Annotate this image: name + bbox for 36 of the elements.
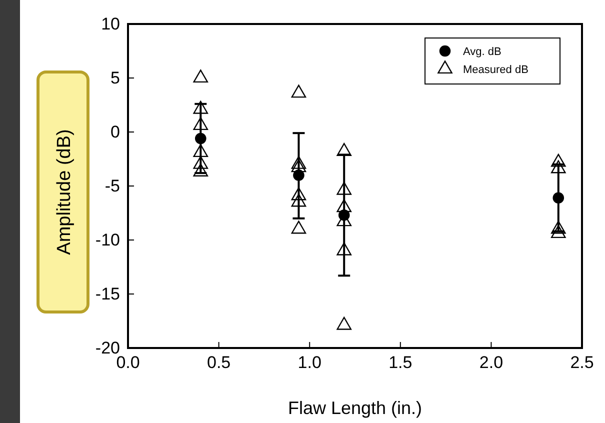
point — [291, 194, 306, 207]
point — [193, 156, 208, 169]
point — [291, 187, 306, 200]
point — [336, 142, 352, 156]
x-tick-label: 1.5 — [388, 353, 412, 372]
point — [193, 117, 208, 130]
point — [550, 225, 566, 238]
y-tick-label: 0 — [110, 122, 120, 142]
legend-label: Avg. dB — [463, 46, 502, 58]
x-axis-title: Flaw Length (in.) — [288, 398, 422, 418]
x-tick-label: 2.5 — [570, 353, 594, 372]
point — [291, 84, 306, 98]
point — [336, 182, 352, 195]
y-axis-title: Amplitude (dB) — [54, 129, 75, 255]
legend-label: Measured dB — [463, 64, 528, 76]
point — [291, 156, 306, 169]
point — [550, 154, 566, 167]
point — [291, 220, 306, 234]
point — [193, 100, 208, 114]
point — [193, 144, 208, 158]
point — [291, 159, 306, 172]
y-tick-label: 5 — [110, 68, 120, 88]
x-tick-label: 1.0 — [298, 353, 322, 372]
point — [336, 316, 352, 330]
point — [336, 242, 352, 256]
point — [336, 199, 352, 212]
x-tick-label: 0.5 — [206, 353, 231, 372]
y-tick-label: -5 — [104, 176, 120, 196]
point — [550, 160, 566, 174]
y-tick-label: -15 — [95, 284, 120, 304]
y-tick-label: 10 — [101, 14, 120, 34]
point — [193, 164, 208, 176]
x-tick-label: 2.0 — [479, 353, 504, 372]
point — [193, 70, 208, 83]
point — [550, 220, 566, 234]
y-tick-label: -10 — [95, 230, 120, 250]
